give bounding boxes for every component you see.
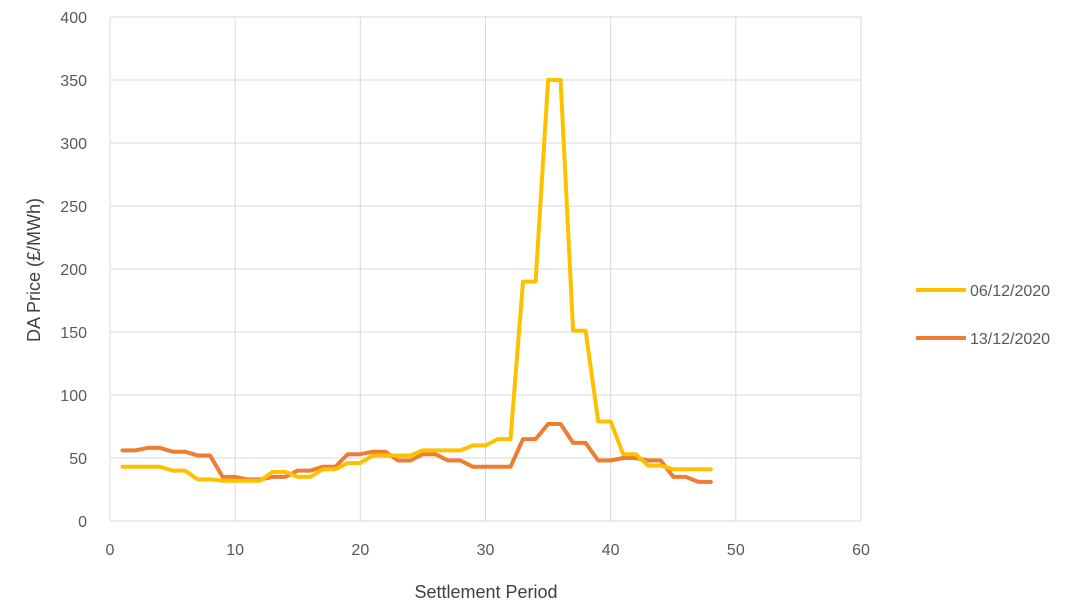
legend-label: 13/12/2020 xyxy=(970,331,1050,348)
y-tick-label: 150 xyxy=(60,325,87,342)
series-lines xyxy=(120,78,713,484)
legend-item: 06/12/2020 xyxy=(916,283,1050,300)
x-tick-label: 0 xyxy=(106,542,115,559)
legend-item: 13/12/2020 xyxy=(916,331,1050,348)
legend-label: 06/12/2020 xyxy=(970,283,1050,300)
y-tick-label: 0 xyxy=(78,514,87,531)
y-tick-label: 50 xyxy=(69,451,87,468)
x-tick-label: 30 xyxy=(477,542,495,559)
series-line-1 xyxy=(120,78,713,483)
series-line-2 xyxy=(120,422,713,484)
x-tick-label: 40 xyxy=(602,542,620,559)
y-tick-label: 300 xyxy=(60,136,87,153)
legend: 06/12/2020 13/12/2020 xyxy=(916,283,1050,348)
y-tick-label: 250 xyxy=(60,199,87,216)
y-tick-label: 400 xyxy=(60,10,87,27)
x-tick-label: 20 xyxy=(351,542,369,559)
x-tick-label: 10 xyxy=(226,542,244,559)
x-tick-label: 50 xyxy=(727,542,745,559)
y-axis-title: DA Price (£/MWh) xyxy=(24,198,44,342)
tick-labels: 0 50 100 150 200 250 300 350 400 0 10 20 30 40 50 60 xyxy=(60,10,870,559)
y-tick-label: 200 xyxy=(60,262,87,279)
y-tick-label: 350 xyxy=(60,73,87,90)
gridlines xyxy=(109,16,862,522)
y-tick-label: 100 xyxy=(60,388,87,405)
x-tick-label: 60 xyxy=(852,542,870,559)
x-axis-title: Settlement Period xyxy=(414,582,557,602)
